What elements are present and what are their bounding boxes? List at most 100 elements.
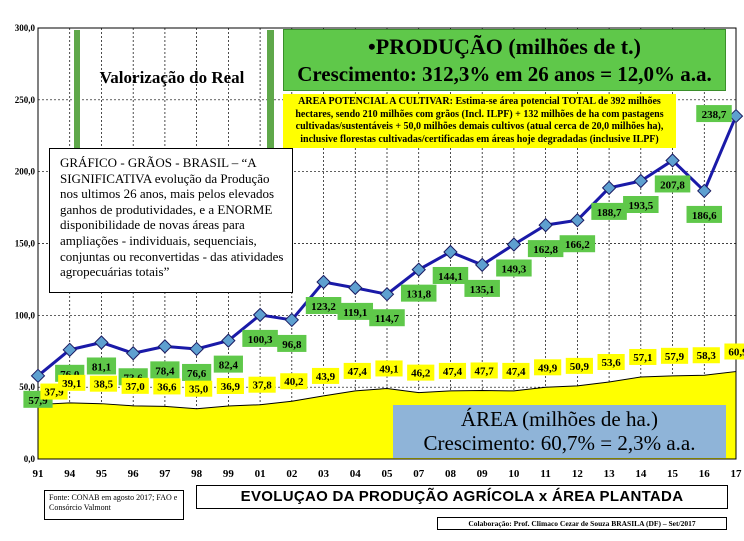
- production-point: [538, 217, 553, 233]
- production-title-box: •PRODUÇÃO (milhões de t.) Crescimento: 3…: [283, 29, 726, 91]
- area-label-bg: [311, 367, 340, 384]
- area-value-label: 50,9: [570, 361, 590, 373]
- production-label-bg: [654, 175, 691, 193]
- area-value-label: 43,9: [316, 371, 336, 383]
- area-label-bg: [534, 359, 562, 376]
- area-label-bg: [565, 357, 593, 374]
- production-value-label: 186,6: [692, 210, 717, 222]
- area-value-label: 36,6: [157, 381, 177, 393]
- x-tick-label: 11: [540, 468, 550, 480]
- area-value-label: 46,2: [411, 368, 431, 380]
- area-label-bg: [280, 373, 308, 390]
- production-label-bg: [213, 355, 243, 373]
- production-value-label: 135,1: [470, 284, 495, 296]
- production-point: [316, 274, 331, 290]
- x-tick-label: 15: [667, 468, 679, 480]
- collaboration-note: Colaboração: Prof. Climaco Cezar de Souz…: [437, 517, 727, 530]
- area-title: ÁREA (milhões de ha.): [460, 407, 659, 431]
- production-label-bg: [400, 284, 437, 302]
- area-value-label: 36,9: [221, 381, 241, 393]
- x-tick-label: 99: [223, 468, 235, 480]
- x-tick-label: 91: [33, 468, 44, 480]
- x-tick-label: 13: [604, 468, 616, 480]
- area-value-label: 47,7: [475, 365, 495, 377]
- area-value-label: 47,4: [443, 366, 463, 378]
- production-value-label: 207,8: [660, 179, 685, 191]
- area-label-bg: [185, 380, 213, 397]
- x-tick-label: 17: [731, 468, 743, 480]
- production-point: [348, 280, 363, 296]
- production-point: [221, 333, 236, 348]
- x-tick-label: 05: [382, 468, 394, 480]
- area-label-bg: [375, 360, 403, 377]
- area-value-label: 38,5: [94, 379, 114, 391]
- x-tick-label: 03: [318, 468, 330, 480]
- area-growth: Crescimento: 60,7% = 2,3% a.a.: [423, 431, 696, 455]
- production-point: [570, 213, 585, 228]
- production-label-bg: [464, 279, 500, 297]
- production-point: [125, 346, 141, 361]
- x-tick-label: 98: [191, 468, 203, 480]
- x-tick-label: 10: [508, 468, 520, 480]
- y-tick-label: 250,0: [15, 95, 36, 105]
- production-point: [697, 183, 712, 199]
- production-value-label: 100,3: [248, 334, 273, 346]
- area-value-label: 57,1: [633, 352, 652, 364]
- area-title-box: ÁREA (milhões de ha.) Crescimento: 60,7%…: [393, 405, 726, 458]
- x-tick-label: 96: [128, 468, 140, 480]
- area-value-label: 49,9: [538, 362, 558, 374]
- area-label-bg: [597, 353, 625, 370]
- production-label-bg: [527, 240, 564, 258]
- area-label-bg: [216, 377, 244, 394]
- production-value-label: 131,8: [406, 289, 431, 301]
- x-tick-label: 16: [699, 468, 711, 480]
- production-point: [30, 368, 46, 384]
- x-tick-label: 02: [286, 468, 298, 480]
- area-label-bg: [660, 347, 689, 364]
- area-value-label: 47,4: [348, 366, 368, 378]
- production-value-label: 144,1: [438, 271, 463, 283]
- area-label-bg: [248, 376, 276, 393]
- area-value-label: 49,1: [379, 363, 398, 375]
- green-bands: [74, 30, 274, 170]
- production-label-bg: [182, 363, 212, 381]
- area-value-label: 40,2: [284, 376, 304, 388]
- y-tick-label: 150,0: [15, 239, 36, 249]
- production-value-label: 162,8: [533, 244, 558, 256]
- y-tick-label: 200,0: [15, 167, 36, 177]
- area-label-bg: [470, 362, 498, 379]
- production-point: [633, 173, 649, 189]
- production-value-label: 119,1: [343, 307, 367, 319]
- production-value-label: 149,3: [502, 264, 527, 276]
- production-label-bg: [150, 361, 180, 379]
- green-band-right: [267, 30, 274, 170]
- axes: 0,0 50,0 100,0 150,0 200,0 250,0 300,0 91 94 95 96…: [15, 23, 742, 480]
- area-value-label: 60,9: [728, 347, 744, 359]
- production-point: [411, 262, 426, 277]
- x-tick-label: 08: [445, 468, 457, 480]
- production-value-label: 81,1: [92, 361, 111, 373]
- area-label-bg: [121, 377, 149, 394]
- production-label-bg: [242, 329, 278, 347]
- production-label-bg: [559, 235, 596, 253]
- area-potential-note: AREA POTENCIAL A CULTIVAR: Estima-se áre…: [283, 94, 676, 148]
- area-label-bg: [629, 348, 657, 365]
- x-tick-label: 01: [255, 468, 266, 480]
- production-value-label: 114,7: [375, 313, 400, 325]
- production-value-label: 188,7: [597, 207, 622, 219]
- production-value-label: 82,4: [219, 360, 239, 372]
- area-label-bg: [692, 347, 720, 364]
- production-label-bg: [696, 105, 732, 123]
- production-label-bg: [432, 266, 469, 284]
- production-point: [474, 257, 490, 273]
- y-tick-label: 0,0: [24, 454, 36, 464]
- area-label-bg: [407, 364, 435, 381]
- area-label-bg: [153, 378, 181, 395]
- production-point: [157, 339, 173, 354]
- area-value-label: 47,4: [506, 366, 526, 378]
- green-band-left: [74, 30, 80, 170]
- production-series: [30, 108, 744, 384]
- area-label-bg: [438, 362, 467, 379]
- area-value-label: 37,0: [126, 381, 146, 393]
- x-tick-label: 14: [635, 468, 647, 480]
